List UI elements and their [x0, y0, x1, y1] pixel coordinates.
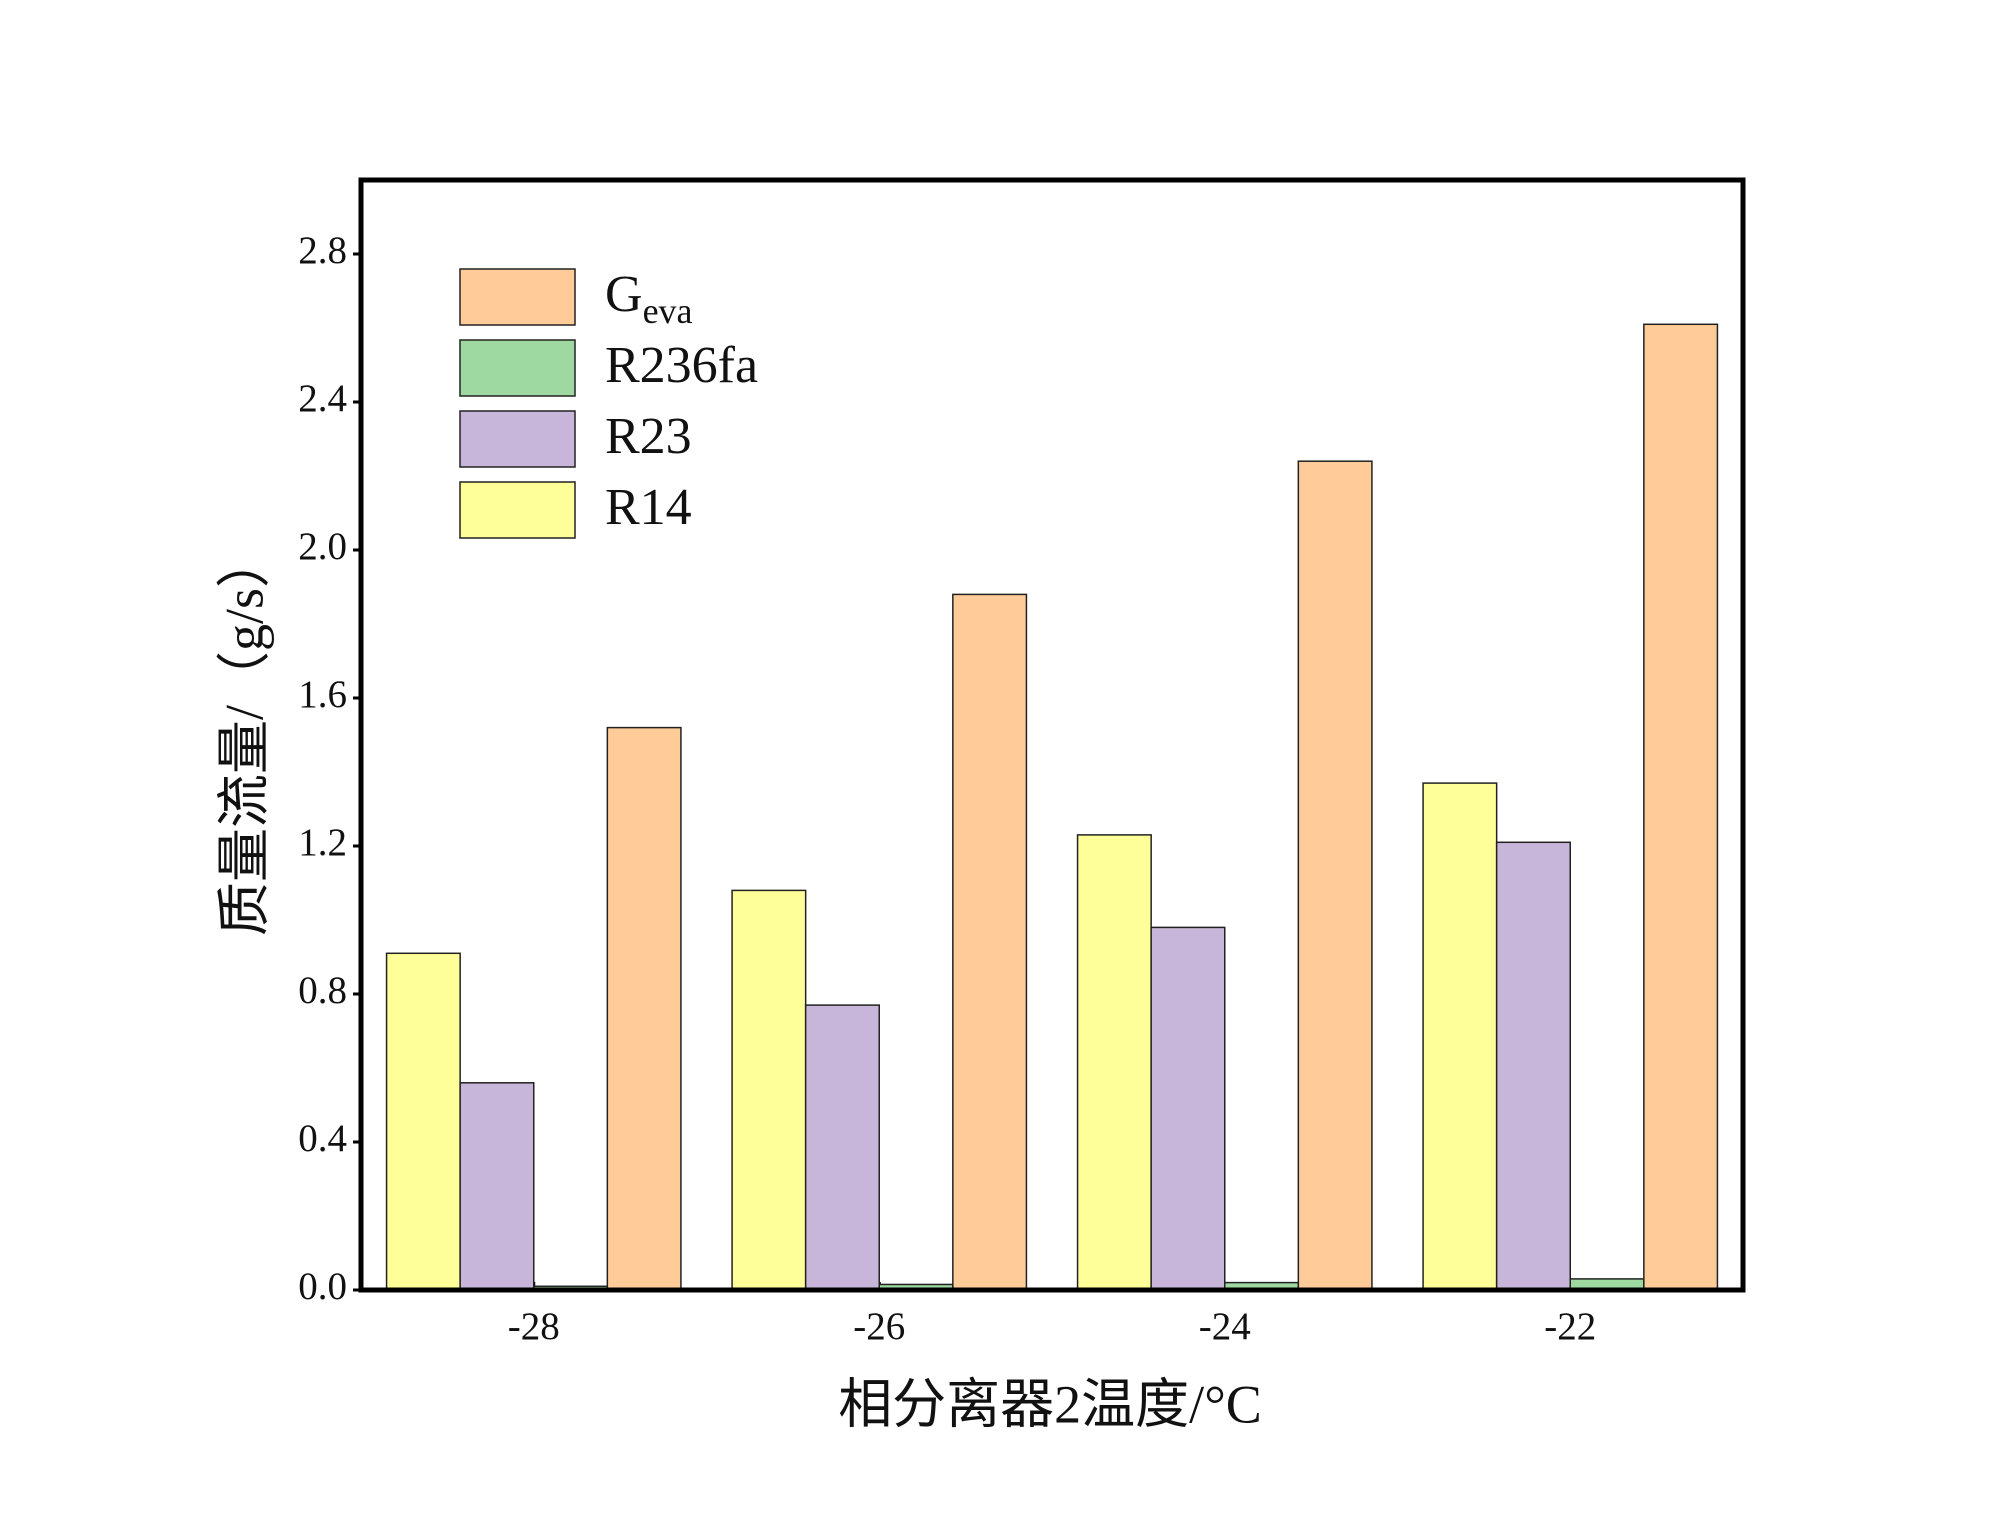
bar — [385, 952, 461, 1291]
legend-label-sub: eva — [643, 291, 693, 331]
y-tick-label: 2.0 — [298, 525, 347, 568]
legend-swatch — [459, 410, 576, 468]
y-tick-label: 2.8 — [298, 229, 347, 272]
legend-label: Geva — [605, 266, 693, 331]
bar — [1076, 834, 1152, 1291]
bar — [731, 889, 807, 1291]
x-tick-label: -22 — [1544, 1305, 1596, 1348]
plot-frame — [358, 177, 1746, 1293]
bar — [804, 1004, 881, 1291]
x-axis-title: 相分离器2温度/°C — [838, 1374, 1262, 1434]
y-tick-label: 1.2 — [298, 821, 347, 864]
legend-label: R236fa — [605, 337, 758, 394]
y-tick-label: 2.4 — [298, 377, 347, 420]
bar — [459, 1082, 535, 1291]
bar — [1422, 782, 1498, 1291]
legend-swatch — [459, 481, 576, 539]
legend-label: R14 — [605, 479, 692, 536]
y-tick-label: 0.4 — [298, 1117, 347, 1160]
y-tick-label: 1.6 — [298, 673, 347, 716]
legend-swatch — [459, 268, 576, 326]
x-tick-label: -24 — [1199, 1305, 1251, 1348]
bar — [952, 593, 1028, 1291]
legend-label-main: G — [605, 266, 643, 323]
legend-label: R23 — [605, 408, 692, 465]
y-tick-label: 0.0 — [298, 1265, 347, 1308]
y-axis-title: 质量流量/（g/s） — [214, 534, 274, 936]
x-tick-label: -26 — [853, 1305, 905, 1348]
bar — [1150, 926, 1226, 1291]
bar — [1643, 323, 1719, 1291]
legend-swatch — [459, 339, 576, 397]
x-tick-label: -28 — [508, 1305, 560, 1348]
bar — [1495, 841, 1571, 1291]
bar — [1297, 460, 1373, 1291]
y-tick-label: 0.8 — [298, 969, 347, 1012]
bar — [606, 726, 682, 1291]
